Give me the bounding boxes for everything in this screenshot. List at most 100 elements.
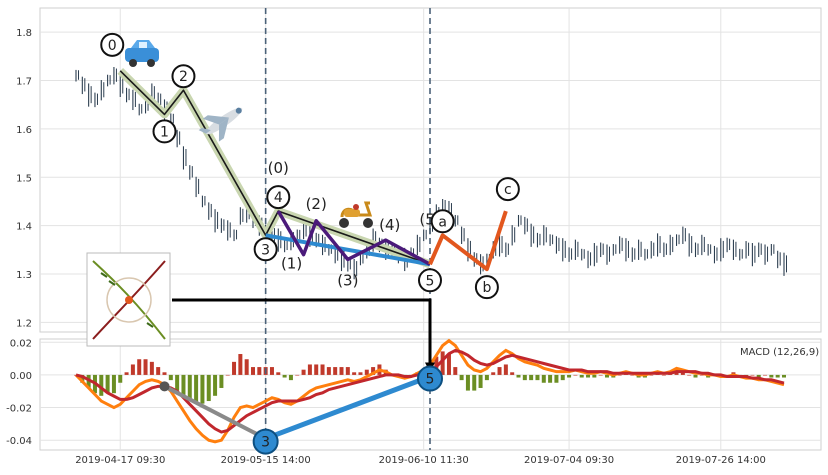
macd-histogram-bar [573,374,578,376]
macd-histogram-bar [453,367,458,375]
macd-histogram-bar [175,374,180,391]
macd-histogram-bar [143,359,148,375]
wave-corr-label-a-ring [430,209,455,234]
wave-main-label-0: 0 [100,32,125,57]
macd-histogram-bar [326,367,331,375]
wave-sub-label: (0) [268,159,289,177]
macd-histogram-bar [782,374,786,378]
wave-main-label-2: 2 [171,64,196,89]
wave-sub-label: (1) [281,255,302,273]
macd-histogram-bar [276,372,281,375]
macd-histogram-bar [548,374,553,383]
xtick-label: 2019-06-10 11:30 [379,455,469,466]
airplane-icon [198,107,243,142]
macd-histogram-bar [497,367,502,375]
macd-histogram-bar [111,374,116,394]
price-ytick-label: 1.6 [16,125,32,136]
macd-histogram-bar [137,359,142,375]
macd-histogram-bar [484,374,489,381]
scooter-icon [339,201,373,228]
trend-blue-line [265,233,431,267]
macd-histogram-bar [440,351,445,375]
macd-histogram-bar [232,361,237,375]
macd-histogram-bar [269,367,274,375]
macd-histogram-bar [459,374,464,381]
macd-histogram-bar [130,364,135,375]
macd-histogram-bar [238,354,243,375]
macd-histogram-bar [124,372,129,375]
macd-histogram-bar [522,374,527,381]
macd-label-3-text: 3 [261,435,270,451]
wave-main-label-5-text: 5 [426,273,435,289]
macd-histogram-bar [516,374,521,378]
macd-histogram-bar [472,374,477,391]
macd-histogram-bar [364,369,369,375]
macd-label-5: 5 [417,365,443,392]
macd-histogram-bar [605,374,609,378]
macd-label-5-ring [417,365,443,392]
wave-main-label-3: 3 [253,237,278,262]
macd-histogram-bar [345,367,350,375]
macd-histogram-bar [592,374,597,378]
price-ytick-label: 1.8 [16,28,32,39]
macd-histogram-bar [206,374,211,402]
macd-histogram-bar [194,374,199,404]
xtick-label: 2019-07-26 14:00 [676,455,766,466]
wave-corr-label-c-ring [495,177,520,202]
macd-histogram-bar [251,367,255,375]
macd-ytick-label: -0.02 [6,404,32,415]
macd-histogram-bar [693,374,698,378]
macd-histogram-bar [339,367,344,375]
macd-histogram-bar [567,374,572,378]
macd-histogram-bar [769,374,774,378]
wave-main-label-4-text: 4 [274,190,283,206]
macd-histogram-bar [598,374,603,376]
macd-histogram-bar [156,367,161,375]
macd-ytick-label: 0.02 [10,338,32,349]
wave-corr-label-b: b [474,275,499,300]
macd-histogram-bar [503,364,508,375]
price-ytick-label: 1.2 [16,318,32,329]
macd-histogram-bar [491,372,496,375]
macd-histogram-bar [465,374,470,391]
macd-histogram-bar [541,374,546,383]
macd-histogram-bar [510,372,515,375]
macd-histogram-bar [162,372,167,375]
macd-histogram-bar [181,374,186,396]
macd-histogram-bar [478,374,483,388]
macd-ytick-label: -0.04 [6,436,32,447]
wave-main-label-2-text: 2 [179,69,188,85]
wave-corr-label-b-ring [474,275,499,300]
macd-histogram-bar [257,367,262,375]
macd-histogram-bar [244,359,249,375]
macd-histogram-bar [118,374,123,383]
wave-main-label-4-ring [266,185,291,210]
macd-histogram-bar [288,374,293,381]
macd-histogram-bar [554,374,559,383]
xtick-label: 2019-05-15 14:00 [221,455,311,466]
wave-main-label-0-text: 0 [108,38,117,54]
macd-histogram-bar [168,374,173,381]
macd-histogram-bar [99,374,104,396]
macd-title: MACD (12,26,9) [740,347,819,358]
wave-correction-line [428,210,508,272]
macd-histogram-bar [775,374,780,378]
wave-main-label-1-ring [152,119,177,144]
wave-main-label-4: 4 [266,185,291,210]
macd-histogram-bar [149,361,154,375]
macd-histogram-bar [295,374,300,376]
macd-histogram-bar [333,367,338,375]
macd-histogram-bar [358,372,363,375]
wave-corr-label-a: a [430,209,455,234]
macd-grey-point [159,381,170,392]
macd-histogram-bar [320,364,325,375]
macd-histogram-bar [661,374,666,376]
car-icon [125,40,159,67]
macd-histogram-bar [750,374,755,376]
wave-main-label-5: 5 [418,268,442,293]
wave-main-label-5-ring [418,268,442,293]
connector-line [172,298,432,367]
macd-grey-line [163,384,267,441]
macd-divergence-line [264,374,431,441]
